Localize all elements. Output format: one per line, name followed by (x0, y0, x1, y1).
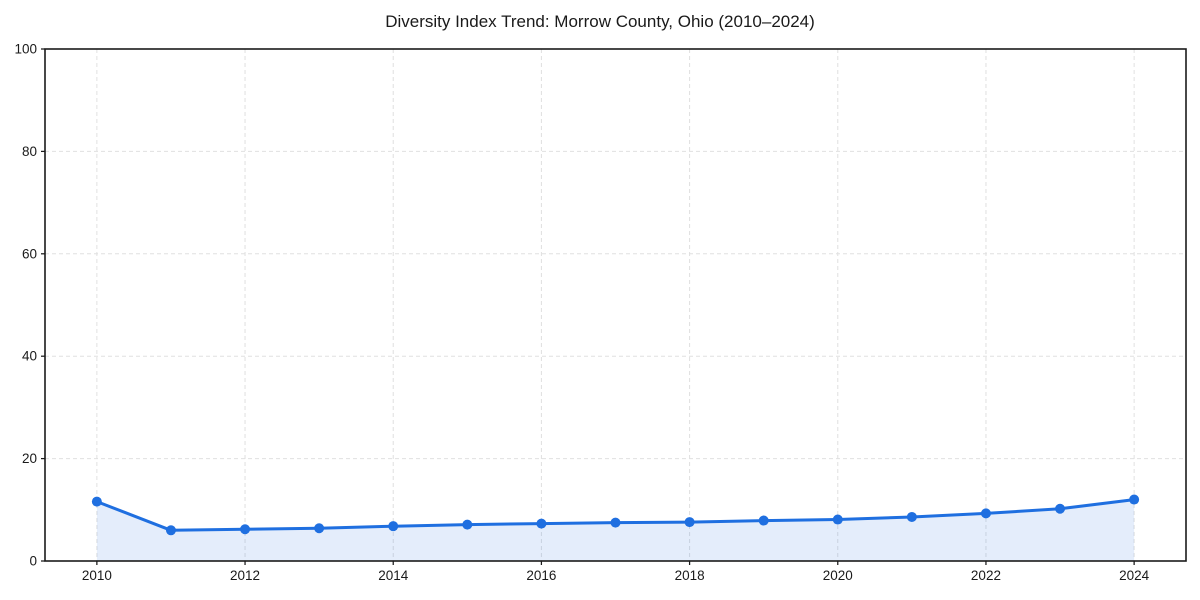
data-point-marker (980, 508, 991, 519)
y-tick-label: 60 (22, 246, 37, 261)
x-tick-label: 2014 (378, 568, 409, 583)
data-point-marker (240, 524, 251, 535)
data-point-marker (758, 515, 769, 526)
data-point-marker (91, 496, 102, 507)
data-point-marker (536, 518, 547, 529)
y-tick-label: 100 (14, 42, 37, 57)
y-tick-label: 20 (22, 451, 37, 466)
x-tick-label: 2018 (675, 568, 705, 583)
y-tick-label: 0 (29, 554, 37, 569)
x-tick-label: 2024 (1119, 568, 1150, 583)
data-point-marker (610, 517, 621, 528)
data-point-marker (314, 523, 325, 534)
x-tick-label: 2016 (526, 568, 556, 583)
x-tick-label: 2022 (971, 568, 1001, 583)
data-point-marker (906, 511, 917, 522)
area-fill (96, 499, 1135, 561)
data-point-marker (684, 517, 695, 528)
y-tick-label: 40 (22, 349, 37, 364)
data-point-marker (832, 514, 843, 525)
x-tick-label: 2012 (230, 568, 260, 583)
x-tick-label: 2010 (82, 568, 112, 583)
data-point-marker (1129, 494, 1140, 505)
data-point-marker (462, 519, 473, 530)
data-point-marker (165, 525, 176, 536)
data-point-marker (388, 521, 399, 532)
data-point-marker (1055, 503, 1066, 514)
y-tick-label: 80 (22, 144, 37, 159)
plot-border (44, 48, 1187, 562)
x-tick-label: 2020 (823, 568, 853, 583)
chart-title: Diversity Index Trend: Morrow County, Oh… (385, 12, 815, 31)
